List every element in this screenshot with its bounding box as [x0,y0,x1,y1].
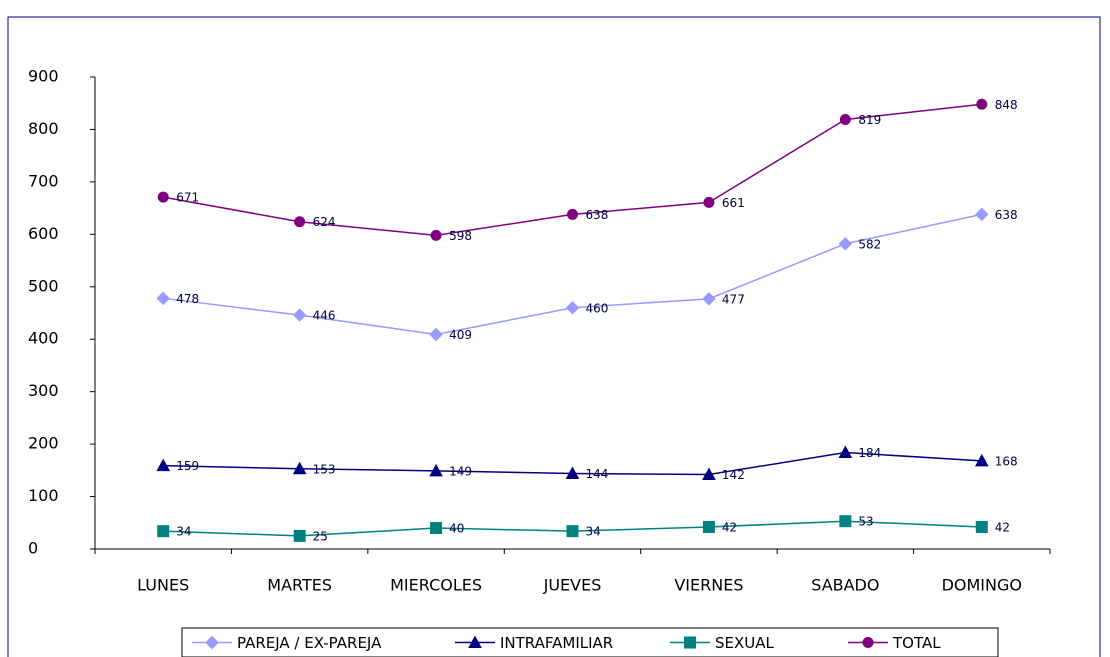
marker [839,113,851,125]
marker [566,525,579,538]
data-label: 42 [995,520,1010,534]
x-tick-label: JUEVES [543,576,602,595]
data-label: 40 [449,522,464,536]
x-tick-label: SABADO [811,576,879,595]
data-label: 638 [586,208,609,222]
data-label: 144 [586,467,609,481]
marker [292,308,307,322]
chart-frame [7,16,1101,657]
marker [839,515,852,528]
data-label: 142 [722,468,745,482]
marker [974,453,989,467]
data-label: 671 [176,191,199,205]
y-tick-label: 300 [28,381,59,400]
data-label: 42 [722,520,737,534]
data-label: 848 [995,98,1018,112]
data-label: 598 [449,229,472,243]
marker [292,461,307,475]
marker [976,98,988,110]
x-tick-label: DOMINGO [942,576,1022,595]
marker [702,467,716,481]
x-tick-label: MIERCOLES [390,576,482,595]
marker [702,292,716,306]
marker [975,520,988,533]
marker [565,466,580,479]
marker [838,445,853,459]
y-tick-label: 400 [28,329,59,348]
data-label: 409 [449,328,472,342]
data-label: 446 [313,309,336,323]
data-label: 149 [449,464,472,478]
data-label: 819 [858,113,881,127]
data-label: 153 [313,462,336,476]
y-tick-label: 500 [28,276,59,295]
data-label: 159 [176,459,199,473]
marker [293,529,306,542]
marker [567,208,578,220]
data-label: 168 [995,454,1018,468]
y-tick-label: 800 [28,119,59,138]
data-label: 34 [176,525,191,539]
x-tick-label: VIERNES [674,576,743,595]
marker [430,229,442,241]
x-tick-label: MARTES [267,576,332,595]
data-label: 184 [858,446,881,460]
marker [157,525,170,538]
y-tick-label: 700 [28,171,59,190]
legend-label: PAREJA / EX-PAREJA [237,634,382,652]
marker [838,237,853,251]
legend-label: SEXUAL [715,634,775,652]
data-label: 661 [722,196,745,210]
marker [429,463,443,477]
data-label: 582 [858,237,881,251]
data-label: 477 [722,292,745,306]
legend-label: TOTAL [892,634,941,652]
marker [975,207,989,222]
data-label: 34 [586,525,601,539]
marker [429,327,443,342]
y-tick-label: 100 [28,486,59,505]
marker [703,196,715,208]
y-tick-label: 200 [28,434,59,453]
y-tick-label: 0 [28,539,38,558]
data-label: 25 [313,529,328,543]
y-tick-label: 600 [28,224,59,243]
marker [156,458,171,472]
x-tick-label: LUNES [137,576,189,595]
marker [565,301,580,315]
marker [294,216,306,228]
marker [430,522,443,535]
marker [468,635,482,648]
legend-label: INTRAFAMILIAR [500,634,613,652]
marker [862,637,874,648]
data-label: 53 [858,515,873,529]
marker [205,635,219,650]
data-label: 478 [176,292,199,306]
data-label: 460 [586,301,609,315]
data-label: 624 [313,215,336,229]
data-label: 638 [995,208,1018,222]
marker [684,636,696,649]
y-tick-label: 900 [28,67,59,86]
marker [156,291,170,306]
marker [702,520,715,533]
marker [157,191,169,203]
